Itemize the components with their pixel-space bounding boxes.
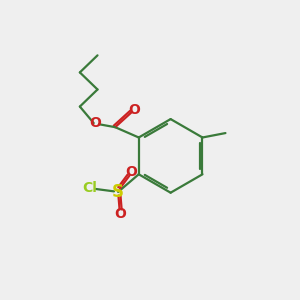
Text: O: O: [89, 116, 101, 130]
Text: Cl: Cl: [83, 182, 98, 195]
Text: O: O: [114, 207, 126, 221]
Text: O: O: [128, 103, 140, 117]
Text: S: S: [112, 183, 124, 201]
Text: O: O: [125, 165, 137, 179]
